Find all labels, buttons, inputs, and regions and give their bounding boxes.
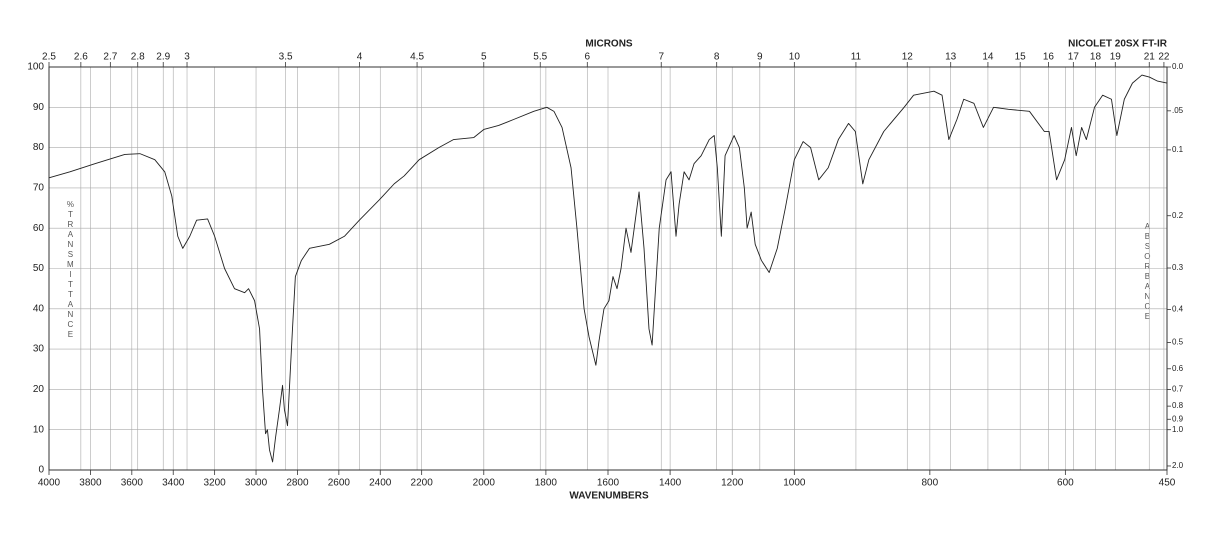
x-tick-label: 3600 [121, 478, 144, 489]
x2-tick-label: 13 [945, 52, 957, 63]
x-tick-label: 2200 [411, 478, 434, 489]
y2-tick-label: 2.0 [1172, 461, 1184, 470]
x-tick-label: 3800 [79, 478, 102, 489]
y-tick-label: 100 [27, 62, 44, 73]
spectrum-line [48, 74, 1168, 463]
x-tick-label: 2800 [286, 478, 309, 489]
x2-tick-label: 11 [851, 52, 862, 63]
y-tick-label: 0 [38, 465, 44, 476]
x2-tick-label: 14 [982, 52, 994, 63]
x2-tick-label: 5 [481, 52, 487, 63]
x2-tick-label: 4.5 [410, 52, 424, 63]
x2-tick-label: 16 [1043, 52, 1055, 63]
y-tick-label: 40 [33, 303, 45, 314]
x-tick-label: 1200 [721, 478, 744, 489]
x-tick-label: 800 [922, 478, 939, 489]
y-tick-label: 50 [33, 263, 45, 274]
y-tick-label: 60 [33, 223, 45, 234]
x2-tick-label: 8 [714, 52, 720, 63]
y2-tick-label: 0.1 [1172, 145, 1184, 154]
x2-tick-label: 22 [1158, 52, 1170, 63]
x-tick-label: 2000 [473, 478, 496, 489]
x2-tick-label: 2.8 [131, 52, 145, 63]
y-tick-label: 20 [33, 384, 45, 395]
y2-tick-label: .05 [1172, 106, 1184, 115]
x2-tick-label: 10 [789, 52, 801, 63]
x-tick-label: 600 [1057, 478, 1074, 489]
x-tick-label: 1800 [535, 478, 558, 489]
x-tick-label: 3200 [204, 478, 227, 489]
x-tick-label: 3000 [245, 478, 268, 489]
y2-tick-label: 0.7 [1172, 385, 1184, 394]
x-tick-label: 2400 [369, 478, 392, 489]
y2-tick-label: 0.9 [1172, 414, 1184, 423]
y2-tick-label: 0.3 [1172, 263, 1184, 272]
x2-tick-label: 2.9 [156, 52, 170, 63]
x2-tick-label: 9 [757, 52, 763, 63]
y2-axis-title: ABSORBANCE [1143, 222, 1152, 322]
x2-tick-label: 19 [1110, 52, 1122, 63]
y2-tick-label: 0.8 [1172, 401, 1184, 410]
x2-tick-label: 21 [1144, 52, 1156, 63]
top-axis-title: MICRONS [585, 39, 633, 50]
y2-tick-label: 0.4 [1172, 305, 1184, 314]
x-tick-label: 1400 [659, 478, 682, 489]
y-axis-title: %TRANSMITTANCE [66, 200, 75, 340]
y-tick-label: 90 [33, 102, 45, 113]
x-tick-label: 1000 [783, 478, 806, 489]
x2-tick-label: 3 [184, 52, 190, 63]
y2-tick-label: 0.0 [1172, 62, 1184, 71]
y2-tick-label: 1.0 [1172, 425, 1184, 434]
x-tick-label: 450 [1159, 478, 1176, 489]
x2-tick-label: 3.5 [279, 52, 293, 63]
x-axis-title: WAVENUMBERS [569, 491, 649, 502]
x2-tick-label: 5.5 [533, 52, 547, 63]
plot-frame [48, 66, 1168, 471]
x2-tick-label: 18 [1090, 52, 1102, 63]
x2-tick-label: 12 [902, 52, 914, 63]
x2-tick-label: 4 [357, 52, 363, 63]
y2-tick-label: 0.5 [1172, 338, 1184, 347]
y2-tick-label: 0.2 [1172, 211, 1184, 220]
x2-tick-label: 2.7 [103, 52, 117, 63]
y-tick-label: 70 [33, 183, 45, 194]
x2-tick-label: 17 [1068, 52, 1080, 63]
x-tick-label: 3400 [162, 478, 185, 489]
y-tick-label: 10 [33, 424, 45, 435]
x2-tick-label: 7 [658, 52, 664, 63]
x2-tick-label: 2.5 [42, 52, 56, 63]
y-tick-label: 80 [33, 142, 45, 153]
x-tick-label: 4000 [38, 478, 61, 489]
x-tick-label: 1600 [597, 478, 620, 489]
x2-tick-label: 6 [585, 52, 591, 63]
x2-tick-label: 2.6 [74, 52, 88, 63]
x2-tick-label: 15 [1015, 52, 1027, 63]
y2-tick-label: 0.6 [1172, 364, 1184, 373]
x-tick-label: 2600 [328, 478, 351, 489]
chart-title: NICOLET 20SX FT-IR [1068, 39, 1168, 50]
y-tick-label: 30 [33, 344, 45, 355]
